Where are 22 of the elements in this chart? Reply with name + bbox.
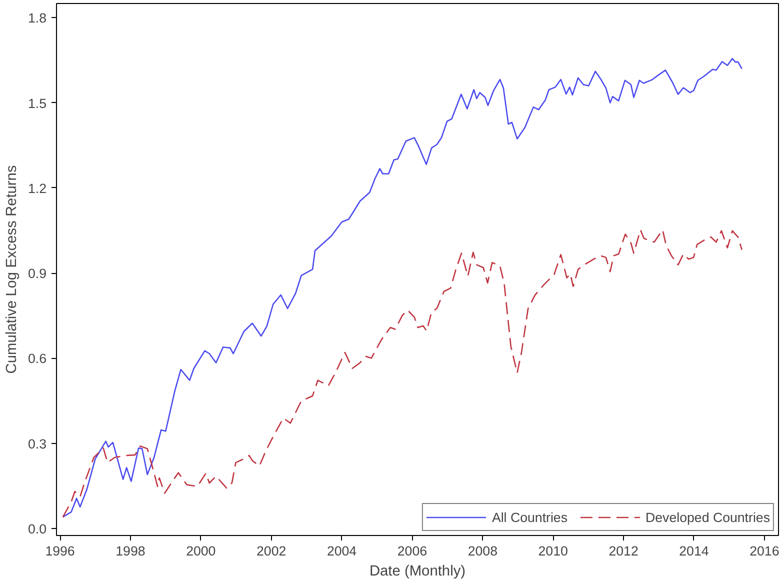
x-axis-title: Date (Monthly) xyxy=(369,564,466,580)
y-tick-label: 1.8 xyxy=(28,10,47,26)
x-tick-label: 2008 xyxy=(468,544,498,558)
y-tick-label: 1.5 xyxy=(28,96,47,111)
x-tick-label: 1998 xyxy=(116,544,146,558)
legend-label: All Countries xyxy=(492,510,568,524)
y-tick-label: 0.9 xyxy=(28,266,47,282)
x-tick-label: 2014 xyxy=(679,544,710,558)
x-tick-label: 2006 xyxy=(397,544,428,558)
y-tick-label: 0.0 xyxy=(28,521,47,536)
x-tick-label: 2000 xyxy=(186,544,216,558)
legend-label: Developed Countries xyxy=(646,510,770,524)
x-tick-label: 2010 xyxy=(538,544,568,558)
y-tick-label: 1.2 xyxy=(28,180,47,196)
y-tick-label: 0.3 xyxy=(28,436,47,452)
x-tick-label: 2012 xyxy=(608,544,638,558)
x-tick-label: 1996 xyxy=(45,544,75,558)
x-tick-label: 2004 xyxy=(326,544,358,558)
x-tick-label: 2016 xyxy=(750,544,780,558)
y-tick-label: 0.6 xyxy=(28,351,47,366)
x-tick-label: 2002 xyxy=(256,544,286,558)
y-axis-title: Cumulative Log Excess Returns xyxy=(4,165,20,374)
